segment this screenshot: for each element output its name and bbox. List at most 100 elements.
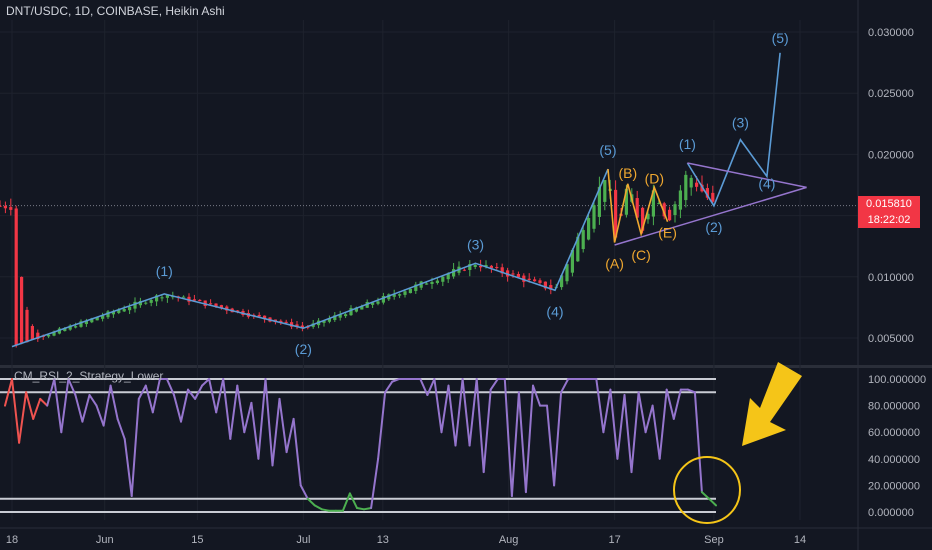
rsi-segment [151, 378, 161, 414]
candle-body [144, 302, 148, 304]
rsi-segment [602, 388, 612, 434]
candle-body [122, 308, 126, 312]
wave-label: (3) [467, 236, 484, 252]
wave-label: (2) [295, 341, 312, 357]
candle-body [403, 291, 407, 295]
rsi-segment [461, 378, 471, 447]
candle-body [30, 326, 34, 340]
rsi-segment [165, 378, 175, 396]
projection-wave-line [686, 52, 781, 208]
rsi-segment [137, 384, 147, 400]
candle-body [160, 297, 164, 299]
candle-body [398, 294, 402, 296]
rsi-segment [433, 378, 443, 434]
rsi-segment [658, 388, 668, 460]
candle-body [592, 205, 596, 229]
rsi-tick-label: 100.000000 [868, 374, 926, 386]
candle-body [371, 302, 375, 305]
candle-body [495, 266, 499, 268]
candle-body [128, 306, 132, 311]
wave-lines [11, 52, 807, 348]
rsi-segment [341, 492, 351, 512]
candle-body [624, 188, 628, 215]
rsi-axis[interactable]: 100.000000 80.000000 60.000000 40.000000 20.… [868, 374, 926, 519]
rsi-segment [116, 417, 126, 440]
rsi-segment [708, 497, 717, 507]
rsi-segment [475, 378, 485, 474]
candle-body [446, 273, 450, 280]
rsi-segment [384, 380, 394, 394]
rsi-segment [88, 394, 98, 407]
candle-body [522, 275, 526, 282]
rsi-segment [32, 397, 42, 420]
rsi-segment [81, 394, 91, 423]
rsi-segment [102, 384, 112, 427]
rsi-segment [46, 378, 56, 407]
wave-label: (5) [772, 30, 789, 46]
candle-body [684, 174, 688, 201]
rsi-segment [285, 417, 295, 454]
candle-body [338, 314, 342, 318]
price-tick-label: 0.010000 [868, 272, 914, 284]
candle-body [527, 278, 531, 281]
price-axis[interactable]: 0.0300000.0250000.0200000.0150000.010000… [868, 27, 914, 345]
wave-label: (1) [679, 136, 696, 152]
time-tick-label: 14 [794, 534, 806, 546]
rsi-segment [482, 388, 492, 474]
price-tick-label: 0.005000 [868, 333, 914, 345]
candle-body [138, 300, 142, 306]
rsi-segment [377, 391, 387, 460]
rsi-segment [700, 491, 710, 500]
rsi-segment [553, 391, 563, 487]
wave-label: (3) [732, 115, 749, 131]
wave-label: (4) [546, 303, 563, 319]
candle-body [430, 281, 434, 285]
candle-body [538, 280, 542, 283]
time-tick-label: Sep [704, 534, 724, 546]
rsi-segment [187, 388, 197, 400]
candle-body [668, 209, 672, 221]
candle-body [322, 320, 326, 323]
candle-body [68, 325, 72, 330]
candle-body [500, 267, 504, 274]
candle-body [354, 307, 358, 312]
rsi-segment [426, 378, 436, 396]
candle-body [587, 217, 591, 240]
candle-body [155, 295, 159, 302]
candle-body [300, 325, 304, 329]
rsi-segment [236, 384, 246, 434]
rsi-segment [672, 388, 682, 420]
candle-body [192, 299, 196, 301]
candle-body [392, 294, 396, 297]
time-axis[interactable]: 18 Jun 15 Jul 13 Aug 17 Sep 14 [6, 534, 806, 546]
rsi-segment [130, 397, 140, 497]
candle-body [576, 236, 580, 262]
rsi-segment [278, 397, 288, 454]
wave-label: (B) [618, 165, 637, 181]
candle-body [209, 303, 213, 305]
rsi-segment [468, 378, 478, 447]
rsi-tick-label: 60.000000 [868, 427, 920, 439]
annotations [673, 362, 802, 524]
rsi-segment [144, 384, 154, 414]
rsi-segment [201, 378, 211, 387]
rsi-segment [637, 391, 647, 434]
rsi-segment [299, 484, 309, 500]
rsi-segment [693, 391, 703, 494]
rsi-pane [0, 378, 717, 513]
rsi-segment [630, 391, 640, 474]
candle-body [0, 205, 2, 207]
rsi-segment [348, 492, 358, 509]
time-tick-label: Aug [499, 534, 519, 546]
wave-label: (A) [605, 256, 624, 272]
countdown-tag: 18:22:02 [858, 212, 920, 228]
candle-body [79, 321, 83, 327]
rsi-segment [4, 378, 13, 407]
candles [0, 170, 715, 348]
candle-body [435, 280, 439, 283]
candle-body [9, 207, 13, 210]
rsi-segment [546, 404, 556, 487]
rsi-segment [257, 378, 267, 460]
